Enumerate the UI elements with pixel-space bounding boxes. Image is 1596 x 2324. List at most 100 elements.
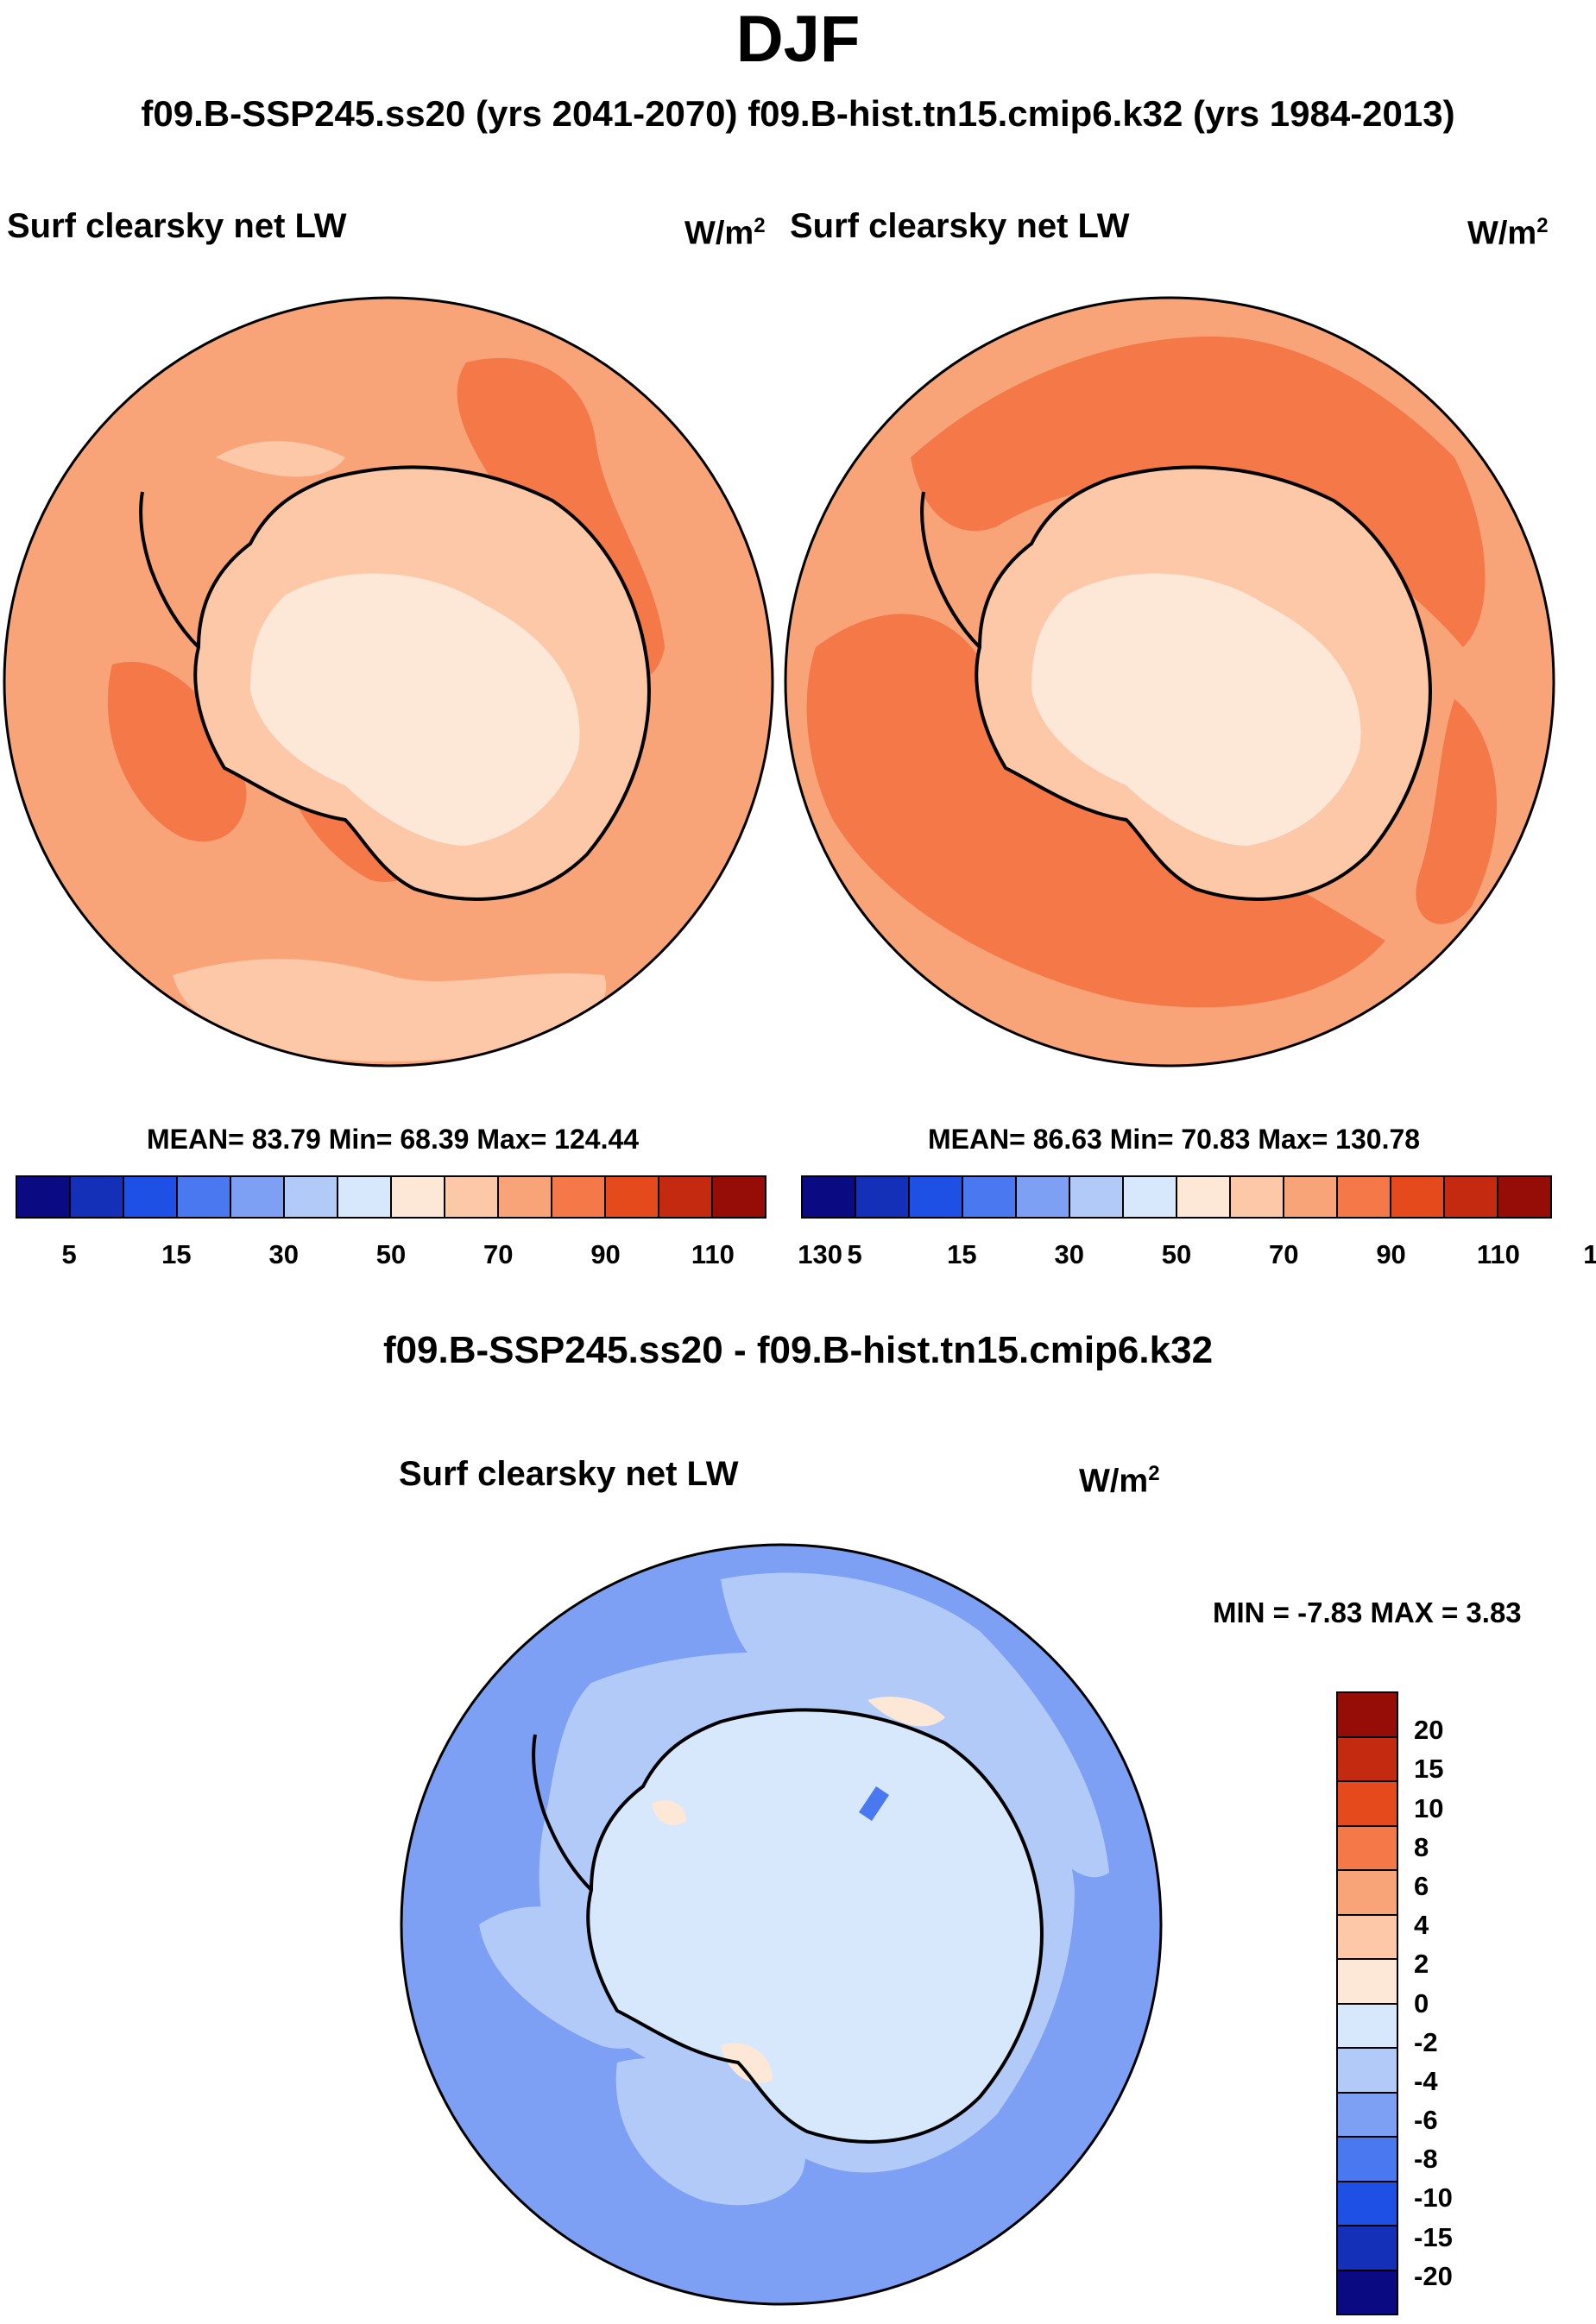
ocean-warm-anomaly-region	[107, 661, 247, 842]
colorbar-swatch	[1338, 1737, 1397, 1782]
difference-title: f09.B-SSP245.ss20 - f09.B-hist.tn15.cmip…	[382, 1329, 1214, 1371]
antarctica-coastline	[193, 465, 651, 901]
colorbar-swatch	[606, 1177, 659, 1217]
diff-units: W/m2	[1079, 1462, 1160, 1500]
colorbar-swatch	[803, 1177, 856, 1217]
colorbar-tick-label: 2	[1414, 1949, 1429, 1980]
ocean-warm-region	[1416, 699, 1497, 924]
colorbar-tick-label: -15	[1414, 2221, 1453, 2252]
colorbar-swatch	[1338, 2182, 1397, 2226]
colorbar-swatch	[1338, 1177, 1391, 1217]
antarctic-peninsula-coastline	[920, 491, 981, 649]
colorbar-tick-label: 70	[483, 1239, 514, 1269]
colorbar-tick-label: 50	[375, 1239, 407, 1269]
antarctic-plateau	[1031, 573, 1361, 846]
colorbar-tick-label: 5	[61, 1239, 77, 1269]
colorbar-tick-label: 6	[1414, 1870, 1429, 1901]
colorbar-tick-label: 30	[268, 1239, 299, 1269]
colorbar-swatch	[963, 1177, 1017, 1217]
panel1-colorbar	[16, 1175, 766, 1219]
colorbar-tick-label: 5	[847, 1239, 862, 1269]
colorbar-tick-label: 90	[590, 1239, 621, 1269]
colorbar-swatch	[71, 1177, 124, 1217]
colorbar-tick-label: 90	[1376, 1239, 1406, 1269]
panel2-polar-map	[784, 296, 1555, 1068]
ocean-warm-region	[911, 337, 1486, 647]
colorbar-swatch	[231, 1177, 285, 1217]
antarctic-plateau	[250, 573, 580, 846]
antarctica-coastline	[586, 1708, 1044, 2144]
diff-warm-patch	[867, 1697, 945, 1727]
colorbar-swatch	[1338, 2270, 1397, 2314]
colorbar-tick-label: 0	[1414, 1987, 1429, 2019]
colorbar-swatch	[1445, 1177, 1498, 1217]
map-boundary	[3, 296, 774, 1068]
panel2-stats: MEAN= 86.63 Min= 70.83 Max= 130.78	[927, 1124, 1421, 1155]
colorbar-swatch	[1498, 1177, 1550, 1217]
colorbar-swatch	[338, 1177, 392, 1217]
colorbar-swatch	[1338, 1693, 1397, 1738]
colorbar-tick-label: -2	[1414, 2026, 1438, 2057]
colorbar-swatch	[1391, 1177, 1445, 1217]
ocean-cool-region	[216, 441, 345, 477]
colorbar-tick-label: 20	[1414, 1715, 1444, 1746]
colorbar-swatch	[910, 1177, 963, 1217]
diff-warm-patch	[721, 2043, 773, 2083]
diff-warm-patch	[652, 1800, 686, 1825]
diff-cool-region	[721, 1572, 1109, 1878]
colorbar-tick-label: 15	[1414, 1754, 1444, 1785]
colorbar-swatch	[392, 1177, 445, 1217]
panel1-polar-map	[3, 296, 774, 1068]
colorbar-swatch	[1177, 1177, 1231, 1217]
map-boundary	[400, 1543, 1163, 2306]
colorbar-tick-label: 10	[1414, 1792, 1444, 1823]
colorbar-tick-label: 110	[691, 1239, 735, 1269]
colorbar-tick-label: -10	[1414, 2182, 1453, 2214]
figure-title: DJF	[735, 3, 861, 76]
colorbar-tick-label: -8	[1414, 2144, 1438, 2175]
antarctic-peninsula-coastline	[139, 491, 200, 649]
difference-polar-map	[400, 1543, 1163, 2306]
antarctica-landmass	[588, 1710, 1042, 2142]
colorbar-tick-label: 30	[1054, 1239, 1084, 1269]
colorbar-swatch	[445, 1177, 499, 1217]
colorbar-swatch	[1338, 2093, 1397, 2138]
colorbar-swatch	[856, 1177, 910, 1217]
colorbar-swatch	[1070, 1177, 1124, 1217]
colorbar-swatch	[1338, 2226, 1397, 2271]
colorbar-tick-label: 50	[1161, 1239, 1192, 1269]
colorbar-swatch	[1231, 1177, 1284, 1217]
ocean-cool-region	[173, 959, 607, 1061]
panel1-stats: MEAN= 83.79 Min= 68.39 Max= 124.44	[146, 1124, 640, 1155]
colorbar-swatch	[552, 1177, 606, 1217]
panel1-units: W/m2	[684, 214, 766, 252]
colorbar-tick-label: 70	[1269, 1239, 1299, 1269]
diff-cold-patch	[859, 1786, 889, 1821]
colorbar-swatch	[1017, 1177, 1070, 1217]
antarctica-coastline	[975, 465, 1432, 901]
case-comparison-subtitle: f09.B-SSP245.ss20 (yrs 2041-2070) f09.B-…	[141, 93, 1455, 134]
colorbar-swatch	[1338, 2004, 1397, 2049]
colorbar-tick-label: 15	[947, 1239, 977, 1269]
colorbar-tick-label: -20	[1414, 2260, 1453, 2291]
colorbar-tick-label: 130	[1583, 1239, 1596, 1269]
colorbar-swatch	[1124, 1177, 1177, 1217]
diff-colorbar	[1336, 1691, 1398, 2315]
colorbar-swatch	[124, 1177, 178, 1217]
colorbar-swatch	[178, 1177, 231, 1217]
colorbar-tick-label: -6	[1414, 2105, 1438, 2136]
panel2-field-label: Surf clearsky net LW	[790, 207, 1130, 245]
colorbar-tick-label: 8	[1414, 1831, 1429, 1862]
colorbar-swatch	[1338, 2138, 1397, 2182]
colorbar-swatch	[1338, 2049, 1397, 2094]
panel2-colorbar	[801, 1175, 1552, 1219]
colorbar-tick-label: 130	[798, 1239, 843, 1269]
colorbar-tick-label: 110	[1476, 1239, 1520, 1269]
colorbar-swatch	[1338, 1782, 1397, 1827]
colorbar-swatch	[713, 1177, 765, 1217]
colorbar-swatch	[1284, 1177, 1338, 1217]
colorbar-swatch	[1338, 1826, 1397, 1871]
colorbar-swatch	[17, 1177, 71, 1217]
diff-minmax: MIN = -7.83 MAX = 3.83	[1213, 1597, 1522, 1628]
panel1-field-label: Surf clearsky net LW	[7, 207, 347, 245]
